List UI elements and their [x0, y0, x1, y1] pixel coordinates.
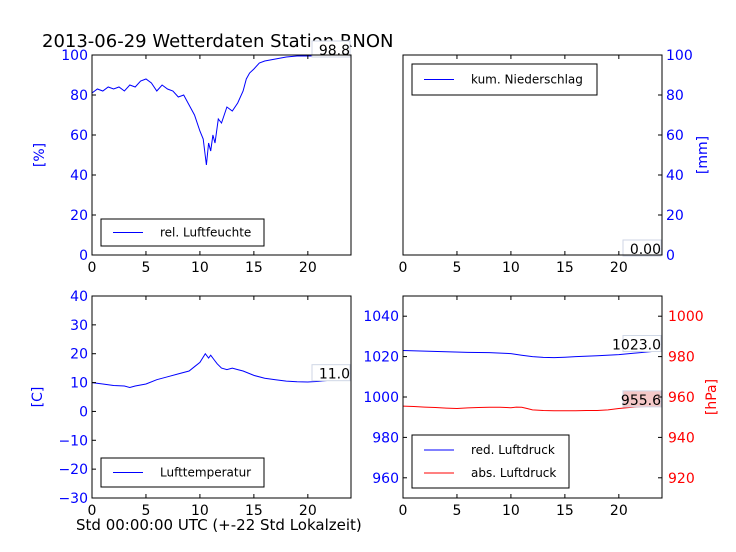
x-tick-label: 5 — [141, 260, 150, 276]
legend-label: rel. Luftfeuchte — [160, 226, 251, 240]
y-tick-label: 10 — [70, 376, 88, 392]
x-tick-label: 0 — [88, 260, 97, 276]
y-tick-label: 60 — [666, 128, 684, 144]
end-value-label-0-0: 98.8 — [319, 43, 350, 59]
y-tick-label: 60 — [70, 128, 88, 144]
figure-title: 2013-06-29 Wetterdaten Station RNON — [42, 31, 394, 52]
y-tick-label: 40 — [70, 168, 88, 184]
y-tick-label: −30 — [58, 491, 88, 507]
y-tick-label: 80 — [70, 88, 88, 104]
x-tick-label: 10 — [502, 260, 520, 276]
y-tick-label-right: 980 — [668, 350, 695, 366]
plot-frame-0 — [91, 54, 352, 256]
x-tick-label: 20 — [299, 503, 317, 519]
x-tick-label: 5 — [452, 260, 461, 276]
x-tick-label: 15 — [245, 503, 263, 519]
y-tick-label: 1020 — [363, 350, 399, 366]
y-tick-label: −10 — [58, 433, 88, 449]
y-axis-label: [mm] — [695, 136, 711, 174]
legend-box — [411, 434, 570, 489]
x-tick-label: 15 — [556, 503, 574, 519]
end-value-label-3-0: 1023.0 — [612, 338, 661, 354]
x-tick-label: 20 — [610, 260, 628, 276]
x-tick-label: 5 — [141, 503, 150, 519]
y-tick-label: 40 — [666, 168, 684, 184]
end-value-box-1-0 — [622, 239, 662, 257]
x-tick-label: 5 — [452, 503, 461, 519]
y-tick-label: 30 — [70, 318, 88, 334]
x-tick-label: 0 — [399, 503, 408, 519]
x-tick-label: 0 — [399, 260, 408, 276]
x-tick-label: 20 — [610, 503, 628, 519]
end-value-label-1-0: 0.00 — [630, 242, 661, 258]
y-axis-label: [hPa] — [704, 379, 720, 415]
series-line-3-1 — [403, 405, 662, 412]
plot-frame-2 — [91, 295, 352, 499]
end-value-label-2-0: 11.0 — [319, 367, 350, 383]
y-tick-label-right: 960 — [668, 390, 695, 406]
y-tick-label: 20 — [666, 208, 684, 224]
y-tick-label-right: 920 — [668, 471, 695, 487]
y-axis-label: [%] — [32, 143, 48, 167]
end-value-label-3-1: 955.6 — [621, 393, 661, 409]
y-tick-label-right: 940 — [668, 430, 695, 446]
legend-label: red. Luftdruck — [471, 443, 555, 457]
y-tick-label: 0 — [79, 404, 88, 420]
y-tick-label: 1000 — [363, 390, 399, 406]
series-line-3-0 — [403, 350, 662, 359]
x-axis-title: Std 00:00:00 UTC (+-22 Std Lokalzeit) — [76, 516, 362, 534]
plot-frame-1 — [402, 54, 663, 256]
y-tick-label: 960 — [372, 471, 399, 487]
y-tick-label: 100 — [61, 48, 88, 64]
x-tick-label: 10 — [191, 260, 209, 276]
legend-label: kum. Niederschlag — [471, 73, 583, 87]
series-line-2-0 — [92, 352, 351, 389]
y-tick-label: 20 — [70, 208, 88, 224]
y-tick-label-right: 1000 — [668, 309, 704, 325]
x-tick-label: 10 — [502, 503, 520, 519]
y-tick-label: 1040 — [363, 309, 399, 325]
legend-label: abs. Luftdruck — [471, 466, 556, 480]
y-tick-label: −20 — [58, 462, 88, 478]
end-value-box-0-0 — [311, 40, 351, 58]
y-tick-label: 100 — [666, 48, 693, 64]
end-value-box-3-0 — [622, 335, 662, 353]
y-tick-label: 0 — [666, 248, 675, 264]
x-tick-label: 15 — [556, 260, 574, 276]
x-tick-label: 0 — [88, 503, 97, 519]
end-value-box-2-0 — [311, 364, 351, 382]
y-axis-label: [C] — [30, 387, 46, 408]
y-tick-label: 40 — [70, 289, 88, 305]
legend-label: Lufttemperatur — [160, 466, 251, 480]
x-tick-label: 10 — [191, 503, 209, 519]
x-tick-label: 20 — [299, 260, 317, 276]
y-tick-label: 20 — [70, 347, 88, 363]
series-line-0-0 — [92, 55, 351, 166]
end-value-box-3-1 — [622, 390, 662, 408]
y-tick-label: 980 — [372, 430, 399, 446]
y-tick-label: 0 — [79, 248, 88, 264]
y-tick-label: 80 — [666, 88, 684, 104]
x-tick-label: 15 — [245, 260, 263, 276]
